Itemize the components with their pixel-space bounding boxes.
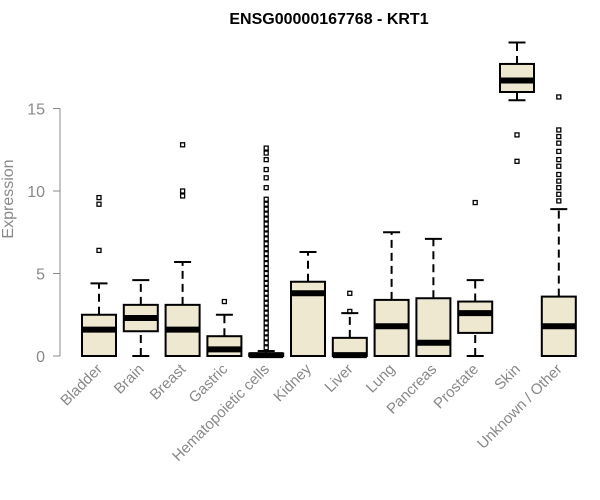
outlier-point	[179, 142, 186, 148]
outlier-point	[263, 330, 269, 336]
outlier-point	[263, 145, 269, 151]
x-category-label: Skin	[491, 361, 524, 394]
outlier-point	[556, 133, 562, 140]
x-category-label: Lung	[363, 361, 399, 397]
box-group	[122, 279, 159, 357]
outlier-point	[263, 206, 269, 212]
outlier-point	[96, 201, 102, 207]
outlier-point	[179, 188, 186, 194]
outlier-point	[263, 260, 269, 267]
x-category-label: Bladder	[57, 361, 106, 410]
outlier-point	[263, 185, 269, 191]
y-axis-label: Expression	[0, 159, 17, 238]
outlier-point	[96, 194, 102, 201]
outlier-point	[263, 265, 269, 272]
outlier-point	[263, 236, 269, 242]
iqr-box	[415, 297, 452, 357]
box-group	[248, 145, 285, 359]
x-category-label: Kidney	[270, 360, 315, 405]
boxes-layer	[81, 41, 577, 359]
outlier-point	[556, 148, 562, 155]
outlier-point	[556, 178, 562, 184]
outlier-point	[514, 158, 520, 164]
iqr-box	[206, 335, 243, 358]
y-tick-label: 5	[36, 267, 45, 284]
box-group	[164, 142, 201, 358]
box-group	[290, 251, 326, 357]
outlier-point	[179, 193, 186, 199]
outlier-point	[263, 325, 269, 331]
outlier-point	[263, 345, 269, 351]
outlier-point	[556, 191, 562, 197]
chart-title: ENSG00000167768 - KRT1	[229, 11, 428, 28]
outlier-point	[556, 185, 562, 191]
box-group	[206, 298, 243, 358]
x-category-label: Brain	[111, 361, 148, 398]
outlier-point	[263, 196, 269, 202]
x-category-label: Liver	[322, 361, 357, 396]
outlier-point	[263, 166, 269, 173]
outlier-point	[263, 246, 269, 252]
y-tick-label: 15	[27, 102, 45, 119]
outlier-point	[263, 305, 269, 311]
outlier-point	[556, 140, 562, 146]
y-tick-label: 10	[27, 184, 45, 201]
outlier-point	[221, 298, 228, 305]
iqr-box	[457, 300, 494, 334]
outlier-point	[263, 315, 269, 321]
outlier-point	[263, 150, 269, 156]
box-group	[415, 237, 452, 357]
outlier-point	[263, 241, 269, 247]
outlier-point	[263, 211, 269, 217]
box-group	[373, 231, 410, 357]
outlier-point	[263, 231, 269, 237]
outlier-point	[263, 255, 269, 262]
outlier-point	[556, 163, 562, 169]
outlier-point	[514, 132, 520, 138]
outlier-point	[472, 199, 478, 206]
outlier-point	[556, 127, 562, 133]
outlier-point	[263, 320, 269, 326]
outlier-point	[556, 94, 562, 100]
outlier-point	[263, 340, 269, 346]
y-axis: 0 5 10 15	[27, 102, 61, 366]
outlier-point	[556, 171, 562, 178]
box-group	[457, 199, 494, 357]
y-tick-label: 0	[36, 349, 45, 366]
box-group	[331, 290, 368, 359]
box-group	[499, 41, 535, 164]
outlier-point	[263, 295, 269, 301]
outlier-point	[263, 300, 269, 306]
outlier-point	[556, 198, 562, 204]
outlier-point	[263, 175, 269, 181]
outlier-point	[263, 201, 269, 207]
outlier-point	[556, 156, 562, 163]
box-group	[81, 194, 117, 357]
outlier-point	[263, 290, 269, 296]
outlier-point	[263, 221, 269, 227]
outlier-point	[347, 290, 353, 296]
outlier-point	[347, 308, 353, 315]
outlier-point	[263, 280, 269, 287]
box-group	[540, 94, 577, 358]
outlier-point	[263, 156, 269, 163]
outlier-point	[263, 270, 269, 277]
outlier-point	[263, 310, 269, 316]
outlier-point	[263, 285, 269, 292]
x-category-label: Breast	[147, 360, 190, 403]
outlier-point	[263, 335, 269, 341]
iqr-box	[81, 313, 117, 357]
x-category-label: Prostate	[430, 361, 482, 413]
outlier-point	[263, 275, 269, 282]
outlier-point	[263, 216, 269, 222]
outlier-point	[263, 226, 269, 232]
outlier-point	[96, 247, 102, 254]
outlier-point	[263, 251, 269, 257]
